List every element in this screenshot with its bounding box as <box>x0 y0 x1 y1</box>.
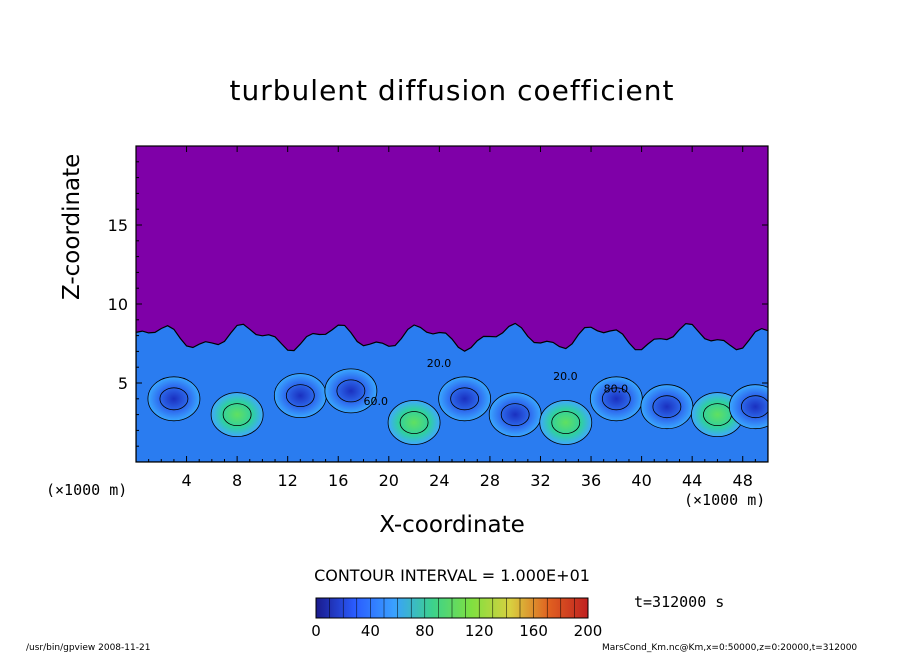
eddy <box>728 384 768 430</box>
x-tick-label: 28 <box>480 471 500 490</box>
y-axis-title: Z-coordinate <box>59 153 85 300</box>
turbulent-layer: 20.0 20.0 80.0 60.0 <box>136 322 768 462</box>
contour-line <box>159 387 189 411</box>
colorbar-tick-label: 80 <box>415 622 434 640</box>
contour-line <box>450 387 480 411</box>
eddy <box>438 376 492 422</box>
y-tick-label: 10 <box>108 295 128 314</box>
contour-label: 80.0 <box>604 382 629 395</box>
contour-label: 20.0 <box>553 370 578 383</box>
colorbar-tick-label: 200 <box>574 622 603 640</box>
contour-line <box>285 384 315 408</box>
x-tick-label: 8 <box>232 471 242 490</box>
eddy <box>387 400 441 445</box>
colorbar: 0 40 80 120 160 200 <box>311 597 603 640</box>
contour-line <box>336 379 366 403</box>
colorbar-tick-label: 0 <box>311 622 321 640</box>
time-label: t=312000 s <box>634 593 725 611</box>
x-unit-label-left: (×1000 m) <box>46 481 128 499</box>
x-axis-title: X-coordinate <box>379 512 525 538</box>
colorbar-tick-label: 160 <box>519 622 548 640</box>
x-unit-label-right: (×1000 m) <box>684 491 766 509</box>
x-tick-label: 16 <box>328 471 348 490</box>
eddy <box>147 376 201 422</box>
x-tick-label: 20 <box>379 471 399 490</box>
footer-program-date: /usr/bin/gpview 2008-11-21 <box>26 643 151 653</box>
y-tick-label: 15 <box>108 216 128 235</box>
x-tick-label: 24 <box>429 471 449 490</box>
contour-line <box>740 395 768 419</box>
contour-interval-label: CONTOUR INTERVAL = 1.000E+01 <box>314 566 590 585</box>
x-tick-label: 4 <box>181 471 191 490</box>
eddy <box>640 384 694 430</box>
contour-line <box>652 395 682 419</box>
eddy <box>324 368 378 414</box>
contour-line <box>399 411 429 434</box>
x-tick-label: 44 <box>682 471 702 490</box>
x-tick-label: 48 <box>733 471 753 490</box>
colorbar-tick-label: 40 <box>361 622 380 640</box>
contour-line <box>551 411 581 434</box>
eddy <box>210 392 264 438</box>
contour-line <box>222 403 252 427</box>
y-axis: 5 10 15 <box>108 161 768 447</box>
eddy <box>488 392 542 438</box>
x-tick-label: 12 <box>278 471 298 490</box>
contour-label: 20.0 <box>427 357 452 370</box>
contour-label: 60.0 <box>364 395 389 408</box>
contour-line <box>500 403 530 427</box>
x-tick-label: 32 <box>530 471 550 490</box>
eddy <box>539 400 593 445</box>
x-tick-label: 36 <box>581 471 601 490</box>
y-tick-label: 5 <box>118 374 128 393</box>
footer-data-source: MarsCond_Km.nc@Km,x=0:50000,z=0:20000,t=… <box>602 643 858 653</box>
x-tick-label: 40 <box>631 471 651 490</box>
chart-title: turbulent diffusion coefficient <box>229 74 675 107</box>
x-axis: 4 8 12 16 20 24 28 32 36 40 44 48 <box>148 146 756 490</box>
colorbar-tick-label: 120 <box>465 622 494 640</box>
eddy <box>273 373 327 419</box>
contour-line <box>601 387 631 411</box>
